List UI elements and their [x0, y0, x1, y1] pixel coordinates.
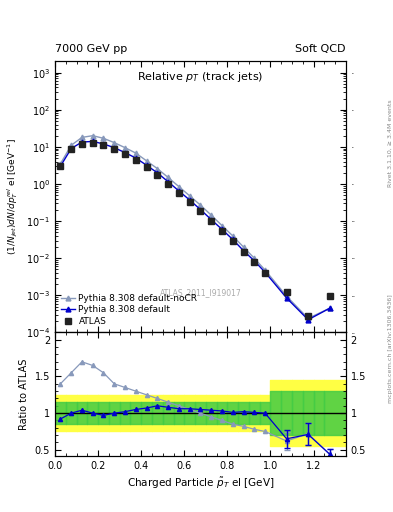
Pythia 8.308 default-noCR [90, 133, 95, 139]
Pythia 8.308 default-noCR [209, 212, 213, 218]
ATLAS [58, 163, 63, 169]
Y-axis label: Ratio to ATLAS: Ratio to ATLAS [19, 358, 29, 430]
ATLAS [176, 190, 181, 196]
ATLAS [327, 293, 332, 299]
ATLAS [166, 181, 171, 187]
ATLAS [230, 238, 235, 244]
Pythia 8.308 default-noCR [176, 183, 181, 189]
Pythia 8.308 default-noCR [306, 315, 310, 322]
Pythia 8.308 default [220, 226, 224, 232]
ATLAS [123, 151, 127, 157]
Pythia 8.308 default-noCR [69, 142, 73, 148]
Pythia 8.308 default [284, 295, 289, 301]
Pythia 8.308 default [252, 258, 257, 264]
Pythia 8.308 default [241, 248, 246, 254]
Pythia 8.308 default-noCR [187, 193, 192, 199]
Pythia 8.308 default-noCR [252, 255, 257, 261]
Pythia 8.308 default [101, 141, 106, 147]
Pythia 8.308 default-noCR [80, 134, 84, 140]
Text: ATLAS_2011_I919017: ATLAS_2011_I919017 [160, 288, 241, 297]
ATLAS [252, 259, 257, 265]
Pythia 8.308 default [155, 170, 160, 176]
Text: mcplots.cern.ch [arXiv:1306.3436]: mcplots.cern.ch [arXiv:1306.3436] [387, 294, 393, 402]
Pythia 8.308 default [230, 237, 235, 243]
ATLAS [90, 140, 95, 146]
ATLAS [241, 249, 246, 255]
ATLAS [80, 141, 84, 147]
Pythia 8.308 default [209, 217, 213, 223]
Line: Pythia 8.308 default: Pythia 8.308 default [58, 139, 332, 322]
ATLAS [209, 218, 213, 224]
Pythia 8.308 default [176, 188, 181, 194]
ATLAS [112, 145, 117, 152]
Pythia 8.308 default-noCR [284, 293, 289, 299]
Y-axis label: $(1/N_{jet})dN/dp_T^{rel}$ el [GeV$^{-1}$]: $(1/N_{jet})dN/dp_T^{rel}$ el [GeV$^{-1}… [6, 138, 20, 255]
Pythia 8.308 default [144, 162, 149, 168]
Line: ATLAS: ATLAS [58, 140, 332, 318]
Line: Pythia 8.308 default-noCR: Pythia 8.308 default-noCR [58, 133, 332, 321]
Pythia 8.308 default-noCR [241, 244, 246, 250]
ATLAS [101, 141, 106, 147]
ATLAS [144, 164, 149, 170]
X-axis label: Charged Particle $\tilde{p}_T$ el [GeV]: Charged Particle $\tilde{p}_T$ el [GeV] [127, 476, 274, 491]
Pythia 8.308 default-noCR [263, 267, 267, 273]
Pythia 8.308 default-noCR [101, 135, 106, 141]
ATLAS [134, 157, 138, 163]
Pythia 8.308 default [90, 138, 95, 144]
Pythia 8.308 default-noCR [144, 158, 149, 164]
ATLAS [263, 270, 267, 276]
Pythia 8.308 default [69, 145, 73, 152]
Text: 7000 GeV pp: 7000 GeV pp [55, 44, 127, 54]
Pythia 8.308 default-noCR [123, 144, 127, 151]
ATLAS [69, 146, 73, 153]
Pythia 8.308 default-noCR [327, 305, 332, 311]
Pythia 8.308 default [187, 197, 192, 203]
Pythia 8.308 default [198, 206, 203, 212]
Pythia 8.308 default [58, 163, 63, 169]
Pythia 8.308 default [166, 179, 171, 185]
ATLAS [284, 289, 289, 295]
Pythia 8.308 default-noCR [230, 233, 235, 239]
Text: Relative $p_T$ (track jets): Relative $p_T$ (track jets) [137, 70, 264, 83]
Pythia 8.308 default [134, 155, 138, 161]
Pythia 8.308 default-noCR [134, 150, 138, 156]
ATLAS [155, 173, 160, 179]
Pythia 8.308 default [123, 150, 127, 156]
Pythia 8.308 default-noCR [58, 161, 63, 167]
Legend: Pythia 8.308 default-noCR, Pythia 8.308 default, ATLAS: Pythia 8.308 default-noCR, Pythia 8.308 … [59, 292, 199, 328]
Pythia 8.308 default [327, 305, 332, 311]
Pythia 8.308 default-noCR [220, 222, 224, 228]
Pythia 8.308 default [80, 139, 84, 145]
Text: Rivet 3.1.10, ≥ 3.4M events: Rivet 3.1.10, ≥ 3.4M events [387, 99, 393, 187]
ATLAS [220, 228, 224, 234]
ATLAS [187, 199, 192, 205]
ATLAS [198, 208, 203, 214]
ATLAS [306, 313, 310, 319]
Pythia 8.308 default [306, 317, 310, 323]
Pythia 8.308 default-noCR [198, 202, 203, 208]
Pythia 8.308 default [112, 144, 117, 151]
Pythia 8.308 default [263, 269, 267, 275]
Pythia 8.308 default-noCR [166, 175, 171, 181]
Text: Soft QCD: Soft QCD [296, 44, 346, 54]
Pythia 8.308 default-noCR [112, 140, 117, 146]
Pythia 8.308 default-noCR [155, 165, 160, 172]
